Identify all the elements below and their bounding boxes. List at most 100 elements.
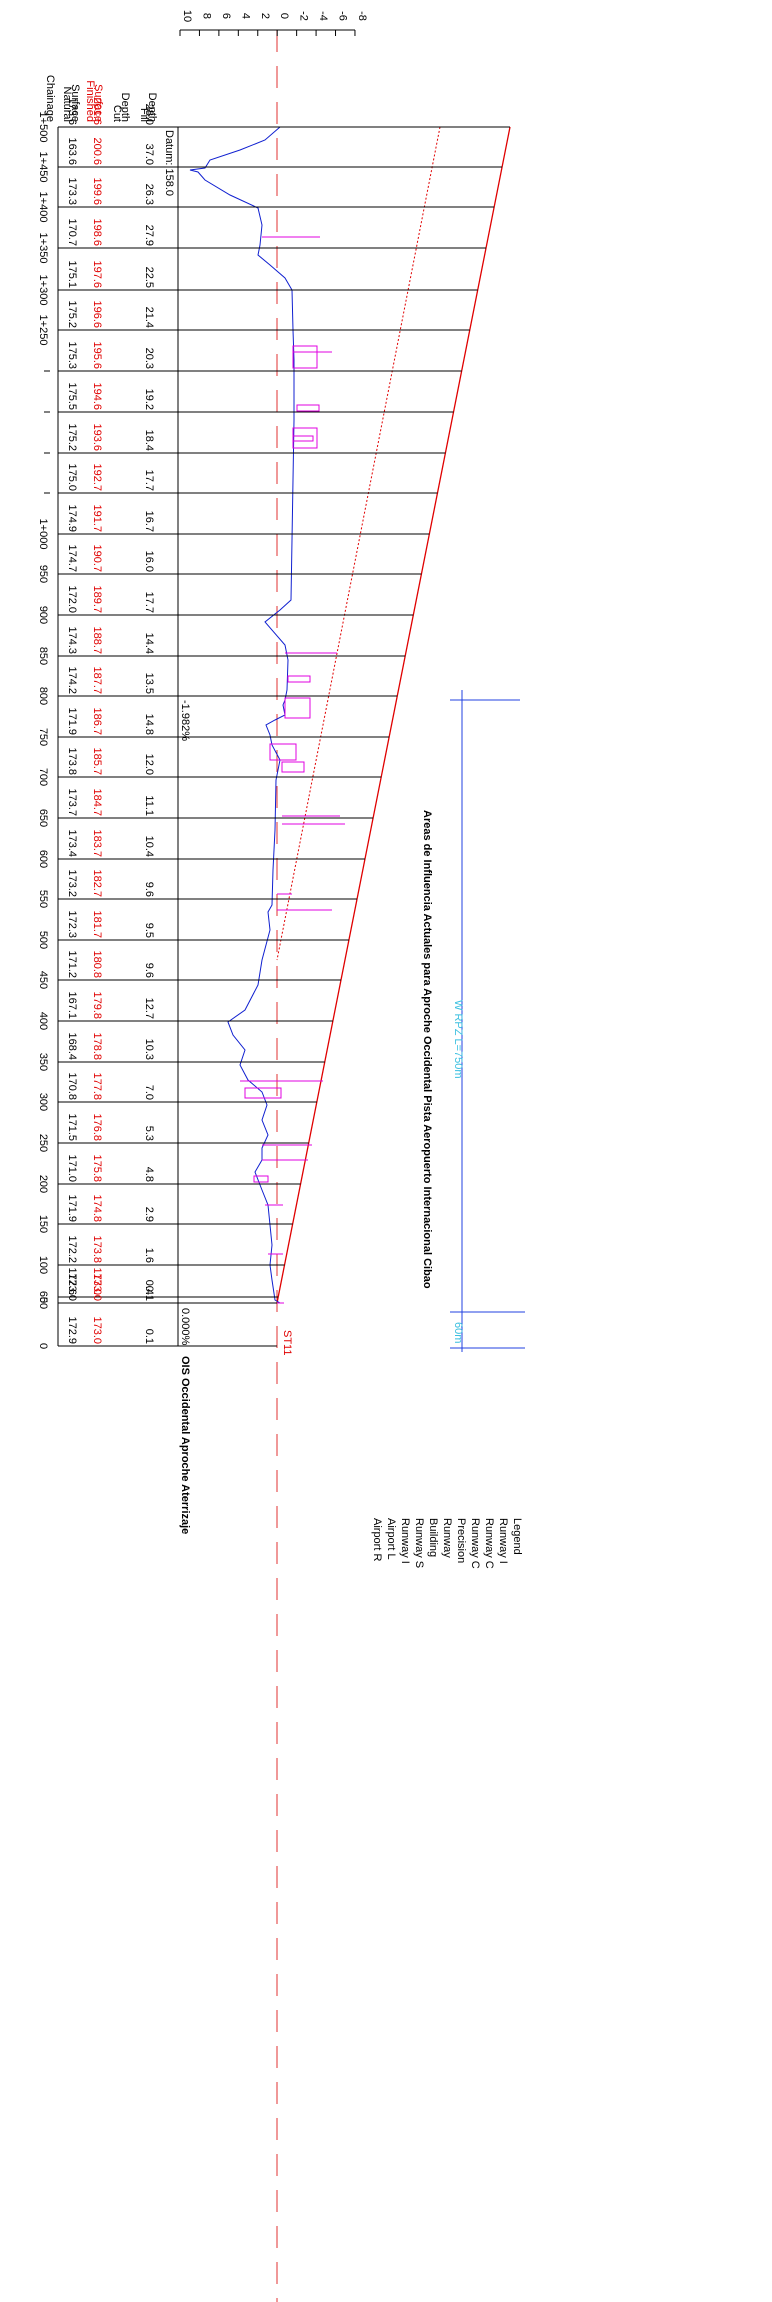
natural-surface: 173.0 (66, 1273, 78, 1301)
column-header: Depth (146, 93, 158, 122)
chainage: 350 (37, 1053, 49, 1071)
chainage: 550 (37, 890, 49, 908)
fill-depth: 27.9 (143, 225, 155, 246)
chainage: 400 (37, 1012, 49, 1030)
scale-label: -4 (317, 11, 329, 21)
legend-item: Precision (455, 1518, 467, 1563)
chainage: 1+350 (37, 233, 49, 264)
chainage: 60 (37, 1291, 49, 1303)
fill-depth: 9.5 (143, 923, 155, 938)
finished-surface: 173.8 (91, 1235, 103, 1263)
natural-surface: 173.7 (66, 788, 78, 816)
fill-depth: 26.3 (143, 184, 155, 205)
fill-depth: 5.3 (143, 1126, 155, 1141)
finished-surface: 196.6 (91, 300, 103, 328)
fill-depth: 12.7 (143, 998, 155, 1019)
chainage: 1+300 (37, 275, 49, 306)
natural-surface: 172.3 (66, 910, 78, 938)
chainage: 600 (37, 850, 49, 868)
fill-depth: 19.2 (143, 389, 155, 410)
obstacles (240, 236, 345, 1304)
chainage: 750 (37, 728, 49, 746)
finished-surface: 173.0 (91, 1273, 103, 1301)
chainage: 0 (37, 1343, 49, 1349)
fill-depth: 0.4 (143, 1280, 155, 1295)
finished-surface: 193.6 (91, 423, 103, 451)
finished-surface: 201.6 (91, 97, 103, 125)
fill-depth: 4.8 (143, 1167, 155, 1182)
column-header: Chainage (44, 75, 56, 122)
grade-label: -1.982% (179, 700, 191, 741)
scale-label: 6 (220, 13, 232, 19)
natural-surface: 174.3 (66, 626, 78, 654)
finished-surface: 182.7 (91, 869, 103, 897)
natural-surface: 171.5 (66, 1113, 78, 1141)
legend-item: Runway (441, 1518, 453, 1558)
fill-depth: 28.0 (143, 104, 155, 125)
natural-surface: 163.6 (66, 137, 78, 165)
chainage: 300 (37, 1093, 49, 1111)
finished-surface: 188.7 (91, 626, 103, 654)
legend-item: Runway S (413, 1518, 425, 1568)
natural-surface: 175.1 (66, 260, 78, 288)
natural-surface: 168.4 (66, 1032, 78, 1060)
natural-surface: 173.8 (66, 747, 78, 775)
title: Areas de Influencia Actuales para Aproch… (421, 810, 433, 1289)
scale-label: 0 (278, 13, 290, 19)
fill-depth: 21.4 (143, 307, 155, 328)
chainage: 950 (37, 565, 49, 583)
chainage: 1+450 (37, 152, 49, 183)
natural-surface: 171.9 (66, 1194, 78, 1222)
fill-depth: 9.6 (143, 963, 155, 978)
column-header: Finished (84, 80, 96, 122)
legend-item: Building (427, 1518, 439, 1557)
finished-surface: 195.6 (91, 341, 103, 369)
fill-depth: 0.1 (143, 1286, 155, 1301)
finished-surface: 175.8 (91, 1154, 103, 1182)
finished-surface: 174.8 (91, 1194, 103, 1222)
finished-surface: 183.7 (91, 829, 103, 857)
chainage: 700 (37, 768, 49, 786)
finished-surface: 186.7 (91, 707, 103, 735)
chainage: 100 (37, 1256, 49, 1274)
station-label: ST11 (281, 1330, 293, 1355)
finished-surface: 200.6 (91, 137, 103, 165)
finished-surface: 184.7 (91, 788, 103, 816)
column-header: Fill (138, 108, 150, 122)
natural-surface: 172.9 (66, 1316, 78, 1344)
fill-depth: 14.4 (143, 633, 155, 654)
scale-label: 8 (200, 13, 212, 19)
fill-depth: 17.7 (143, 592, 155, 613)
chainage: 250 (37, 1134, 49, 1152)
scale-label: 10 (181, 10, 193, 22)
natural-surface: 175.0 (66, 463, 78, 491)
natural-surface: 174.7 (66, 544, 78, 572)
natural-surface: 173.2 (66, 869, 78, 897)
finished-surface: 178.8 (91, 1032, 103, 1060)
natural-surface: 173.3 (66, 177, 78, 205)
finished-surface: 179.8 (91, 991, 103, 1019)
fill-depth: 20.3 (143, 348, 155, 369)
chainage: 50 (37, 1297, 49, 1309)
fill-depth: 16.0 (143, 551, 155, 572)
column-header: Natural (61, 87, 73, 122)
fill-depth: 17.7 (143, 470, 155, 491)
natural-surface: 167.1 (66, 991, 78, 1019)
chainage: 150 (37, 1215, 49, 1233)
chainage: 800 (37, 687, 49, 705)
rpz-label: W RPZ L=750m (452, 1000, 464, 1079)
natural-surface: 173.4 (66, 829, 78, 857)
finished-surface: 192.7 (91, 463, 103, 491)
natural-surface: 173.6 (66, 97, 78, 125)
natural-surface: 171.9 (66, 707, 78, 735)
finished-surface: 181.7 (91, 910, 103, 938)
natural-surface: 170.8 (66, 1072, 78, 1100)
chainage: 900 (37, 606, 49, 624)
natural-surface: 172.0 (66, 585, 78, 613)
fill-depth: 18.4 (143, 430, 155, 451)
datum-label: Datum: 158.0 (163, 130, 175, 196)
chainage: 850 (37, 647, 49, 665)
natural-surface: 175.3 (66, 341, 78, 369)
natural-surface: 174.9 (66, 504, 78, 532)
